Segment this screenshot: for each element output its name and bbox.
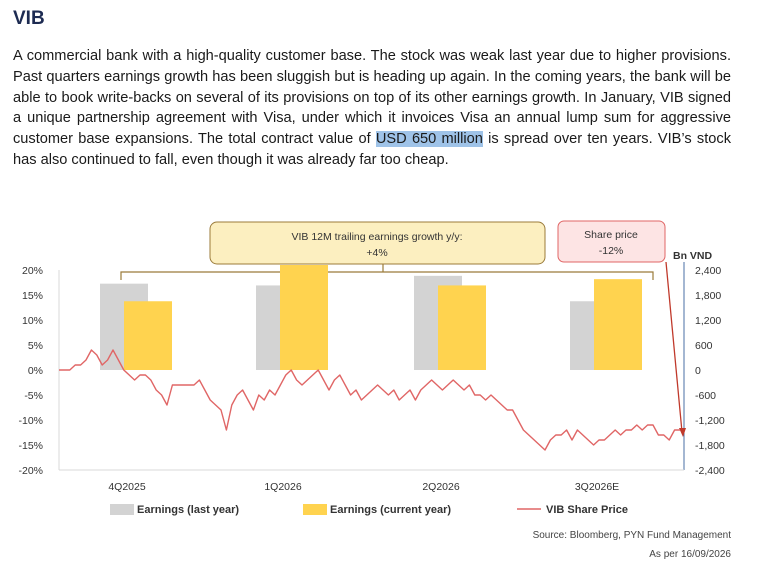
left-axis-tick-label: 20% xyxy=(22,265,43,277)
share-price-value: -12% xyxy=(599,245,624,257)
category-label: 4Q2025 xyxy=(108,481,146,493)
legend-swatch-last-year xyxy=(110,504,134,515)
right-axis-tick-label: -600 xyxy=(695,390,716,402)
legend-label-current-year: Earnings (current year) xyxy=(330,504,451,516)
paragraph-text-end: is spread over ten years. VIB’s stock ha… xyxy=(13,131,731,168)
left-axis-tick-label: -20% xyxy=(18,465,43,477)
share-price-label: Share price xyxy=(584,229,638,241)
category-label: 1Q2026 xyxy=(264,481,302,493)
share-price-line xyxy=(59,349,680,451)
share-price-box xyxy=(557,220,666,263)
highlighted-text: USD 650 million xyxy=(375,131,483,148)
legend-label-last-year: Earnings (last year) xyxy=(137,504,239,516)
right-axis-tick-label: 1,800 xyxy=(695,290,721,302)
right-axis-tick-label: -1,800 xyxy=(695,440,725,452)
right-axis-tick-label: 1,200 xyxy=(695,315,721,327)
right-axis-unit-label: Bn VND xyxy=(673,250,713,262)
legend: Earnings (last year) Earnings (current y… xyxy=(110,504,628,516)
bar-earnings-current-year xyxy=(280,265,328,370)
earnings-growth-value: +4% xyxy=(366,247,387,259)
source-note: Source: Bloomberg, PYN Fund Management xyxy=(532,530,731,541)
category-label: 2Q2026 xyxy=(422,481,460,493)
legend-label-share-price: VIB Share Price xyxy=(546,504,628,516)
left-axis-tick-label: 0% xyxy=(28,365,43,377)
left-axis-tick-label: 5% xyxy=(28,340,43,352)
paragraph-text: A commercial bank with a high-quality cu… xyxy=(13,48,731,148)
right-axis-tick-label: -1,200 xyxy=(695,415,725,427)
earnings-growth-bracket: VIB 12M trailing earnings growth y/y: +4… xyxy=(120,221,654,280)
bracket-line xyxy=(120,271,654,280)
bar-earnings-current-year xyxy=(594,279,642,370)
left-axis-tick-label: -10% xyxy=(18,415,43,427)
left-axis-tick-label: 15% xyxy=(22,290,43,302)
earnings-growth-label: VIB 12M trailing earnings growth y/y: xyxy=(292,231,463,243)
left-axis-tick-label: -15% xyxy=(18,440,43,452)
right-axis-tick-label: -2,400 xyxy=(695,465,725,477)
share-price-arrow xyxy=(665,261,683,433)
left-axis-tick-label: 10% xyxy=(22,315,43,327)
share-price-arrowhead xyxy=(679,428,686,437)
description-paragraph: A commercial bank with a high-quality cu… xyxy=(13,46,731,171)
bar-earnings-current-year xyxy=(438,285,486,370)
bar-earnings-current-year xyxy=(124,301,172,370)
earnings-growth-box xyxy=(209,221,546,265)
page-title: VIB xyxy=(13,8,45,29)
legend-swatch-current-year xyxy=(303,504,327,515)
right-axis-tick-label: 600 xyxy=(695,340,713,352)
as-of-date: As per 16/09/2026 xyxy=(649,549,731,560)
category-label: 3Q2026E xyxy=(575,481,619,493)
right-axis-tick-label: 0 xyxy=(695,365,701,377)
left-axis-tick-label: -5% xyxy=(24,390,43,402)
share-price-callout: Share price -12% xyxy=(557,220,686,437)
right-axis-tick-label: 2,400 xyxy=(695,265,721,277)
